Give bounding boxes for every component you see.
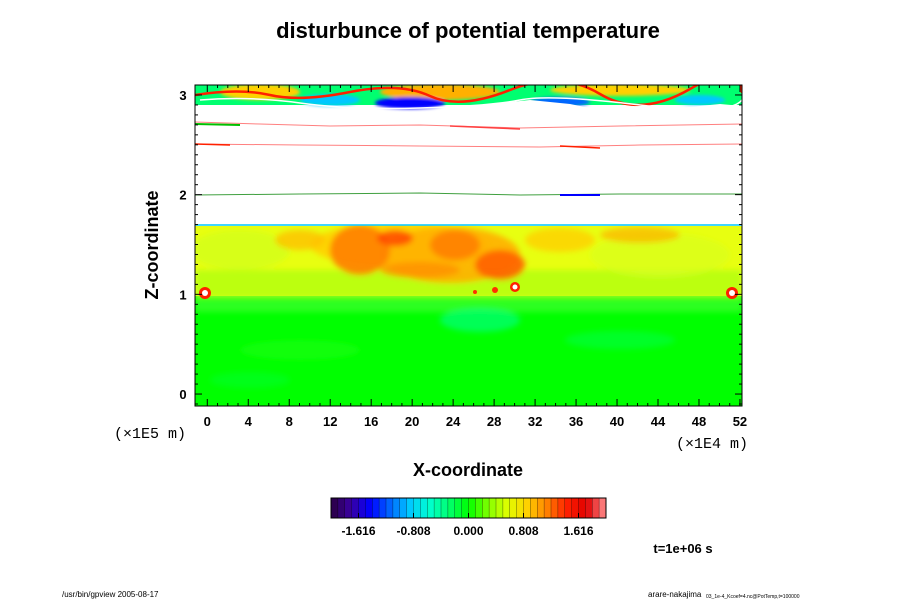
x-tick-label: 48: [692, 414, 706, 429]
y-tick-label: 2: [179, 188, 186, 203]
colorbar-cell: [413, 498, 421, 518]
colorbar-cell: [447, 498, 456, 518]
colorbar-cell: [358, 498, 366, 518]
colorbar-cell: [454, 498, 462, 518]
y-tick-label: 0: [179, 387, 186, 402]
x-tick-label: 24: [446, 414, 461, 429]
plot-frame: [194, 84, 743, 407]
y-axis-label: Z-coordinate: [142, 190, 162, 299]
colorbar-cell: [427, 498, 435, 518]
x-axis: 0 4 8 12 16 20 24 28 32 36 40 44 48 52: [204, 85, 747, 429]
colorbar-cell: [592, 498, 600, 518]
colorbar-cell: [406, 498, 414, 518]
colorbar-cell: [441, 498, 449, 518]
colorbar-tick-label: -1.616: [341, 524, 375, 538]
colorbar-cell: [496, 498, 504, 518]
colorbar-cell: [399, 498, 407, 518]
footer-right-sub: 03_1e-4_Kcoef=4.nc@PotTemp,t=100000: [706, 594, 800, 600]
colorbar-cell: [516, 498, 524, 518]
upper-front: [195, 85, 742, 106]
x-tick-label: 8: [286, 414, 293, 429]
colorbar-cell: [344, 498, 352, 518]
colorbar-cell: [578, 498, 586, 518]
colorbar-cell: [337, 498, 346, 518]
colorbar-cell: [392, 498, 401, 518]
footer-left: /usr/bin/gpview 2005-08-17: [62, 590, 159, 599]
colorbar-cell: [537, 498, 545, 518]
colorbar-cell: [420, 498, 428, 518]
colorbar-cell: [365, 498, 373, 518]
colorbar-cell: [475, 498, 483, 518]
colorbar-cell: [551, 498, 559, 518]
colorbar-cell: [599, 498, 607, 518]
blank-region: [195, 100, 742, 225]
hot-spots: [199, 282, 738, 299]
colorbar-cell: [544, 498, 552, 518]
chart-title: disturbunce of potential temperature: [276, 18, 660, 43]
x-tick-label: 20: [405, 414, 419, 429]
x-tick-label: 52: [733, 414, 747, 429]
y-axis-unit: (×1E5 m): [114, 426, 186, 443]
colorbar-cell: [351, 498, 359, 518]
colorbar-cell: [489, 498, 497, 518]
colorbar-cell: [585, 498, 593, 518]
colorbar-cell: [530, 498, 538, 518]
x-tick-label: 36: [569, 414, 583, 429]
colorbar-cell: [434, 498, 442, 518]
y-tick-label: 3: [179, 88, 186, 103]
y-axis: 0 1 2 3: [179, 84, 742, 405]
colorbar-cell: [372, 498, 380, 518]
time-label: t=1e+06 s: [653, 541, 712, 556]
colorbar-cell: [509, 498, 517, 518]
colorbar-cell: [571, 498, 579, 518]
x-tick-label: 16: [364, 414, 378, 429]
y-tick-label: 1: [179, 287, 186, 302]
colorbar-cell: [482, 498, 490, 518]
x-tick-label: 28: [487, 414, 501, 429]
colorbar-cell: [461, 498, 469, 518]
colorbar: -1.616 -0.808 0.000 0.808 1.616: [330, 497, 607, 538]
x-axis-unit: (×1E4 m): [676, 436, 748, 453]
colorbar-cell: [331, 498, 339, 518]
colorbar-cell: [386, 498, 394, 518]
colorbar-tick-label: 0.000: [453, 524, 483, 538]
footer-right-main: arare-nakajima: [648, 590, 702, 599]
colorbar-cell: [379, 498, 387, 518]
colorbar-tick-label: -0.808: [396, 524, 430, 538]
x-tick-label: 44: [651, 414, 666, 429]
colorbar-cell: [468, 498, 476, 518]
colorbar-tick-label: 0.808: [508, 524, 538, 538]
x-axis-label: X-coordinate: [413, 460, 523, 480]
colorbar-cell: [502, 498, 511, 518]
x-tick-label: 4: [245, 414, 253, 429]
colorbar-cell: [557, 498, 566, 518]
x-tick-label: 12: [323, 414, 337, 429]
colorbar-cell: [564, 498, 572, 518]
colorbar-tick-label: 1.616: [563, 524, 593, 538]
warm-layer-texture: [195, 223, 742, 298]
colorbar-cell: [523, 498, 531, 518]
x-tick-label: 32: [528, 414, 542, 429]
thin-contours: [195, 121, 742, 226]
heatmap-field: [195, 85, 742, 406]
x-tick-label: 0: [204, 414, 211, 429]
x-tick-label: 40: [610, 414, 624, 429]
